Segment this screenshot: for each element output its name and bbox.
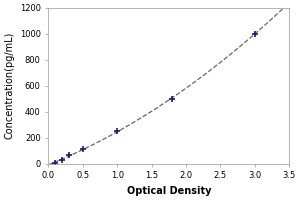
X-axis label: Optical Density: Optical Density [127,186,211,196]
Y-axis label: Concentration(pg/mL): Concentration(pg/mL) [4,32,14,139]
